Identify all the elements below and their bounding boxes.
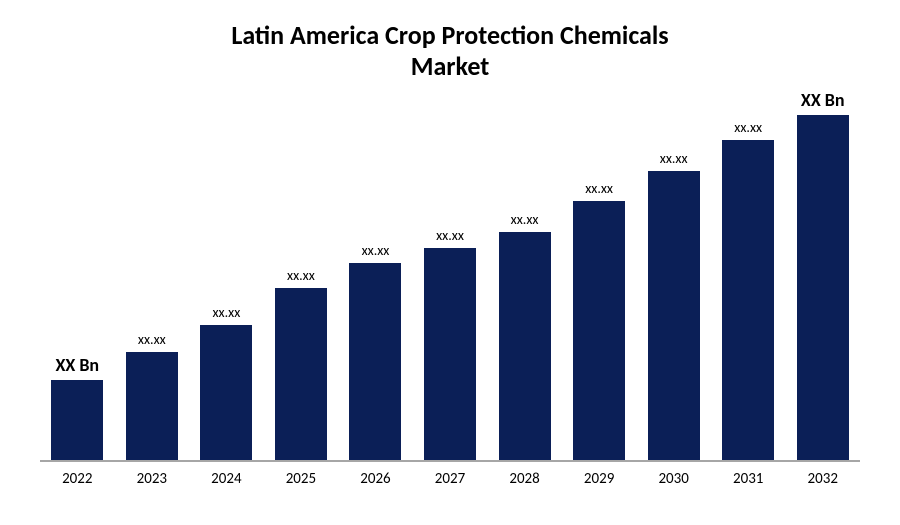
bar-value-label: xx.xx (585, 180, 613, 197)
bar-value-label: xx.xx (212, 304, 240, 321)
bar (126, 352, 178, 461)
x-tick: 2022 (40, 470, 115, 488)
bar-value-label: XX Bn (801, 89, 845, 111)
x-tick: 2027 (413, 470, 488, 488)
bar (275, 288, 327, 461)
bar (51, 380, 103, 460)
bar (499, 232, 551, 460)
bar (797, 115, 849, 460)
bar-value-label: xx.xx (436, 227, 464, 244)
chart-title-line2: Market (30, 51, 870, 82)
chart-title: Latin America Crop Protection Chemicals … (30, 20, 870, 82)
bar-group: xx.xx (711, 119, 786, 461)
bar-value-label: xx.xx (660, 150, 688, 167)
bar (573, 201, 625, 460)
plot-area: XX Bn xx.xx xx.xx xx.xx xx.xx xx.xx (40, 92, 860, 462)
chart-title-line1: Latin America Crop Protection Chemicals (30, 20, 870, 51)
bar-value-label: xx.xx (734, 119, 762, 136)
bar-value-label: xx.xx (362, 242, 390, 259)
bar-value-label: xx.xx (511, 211, 539, 228)
bar (722, 140, 774, 461)
bar (349, 263, 401, 460)
bar (648, 171, 700, 461)
x-tick: 2030 (636, 470, 711, 488)
bar-value-label: xx.xx (138, 331, 166, 348)
bar (200, 325, 252, 461)
x-tick: 2026 (338, 470, 413, 488)
bar-group: xx.xx (189, 304, 264, 461)
x-tick: 2032 (785, 470, 860, 488)
x-tick: 2024 (189, 470, 264, 488)
x-tick: 2025 (264, 470, 339, 488)
bar-group: xx.xx (562, 180, 637, 460)
bar-group: xx.xx (338, 242, 413, 460)
bar-group: xx.xx (264, 267, 339, 461)
x-tick: 2029 (562, 470, 637, 488)
bars-row: XX Bn xx.xx xx.xx xx.xx xx.xx xx.xx (40, 92, 860, 460)
bar-group: xx.xx (487, 211, 562, 460)
bar-value-label: XX Bn (55, 354, 99, 376)
x-tick: 2028 (487, 470, 562, 488)
bar-value-label: xx.xx (287, 267, 315, 284)
chart-container: Latin America Crop Protection Chemicals … (0, 0, 900, 525)
x-tick: 2031 (711, 470, 786, 488)
bar-group: xx.xx (115, 331, 190, 461)
x-tick: 2023 (115, 470, 190, 488)
x-axis: 2022 2023 2024 2025 2026 2027 2028 2029 … (40, 470, 860, 488)
bar-group: xx.xx (636, 150, 711, 461)
bar-group: XX Bn (785, 89, 860, 460)
bar-group: XX Bn (40, 354, 115, 460)
bar (424, 248, 476, 460)
bar-group: xx.xx (413, 227, 488, 460)
